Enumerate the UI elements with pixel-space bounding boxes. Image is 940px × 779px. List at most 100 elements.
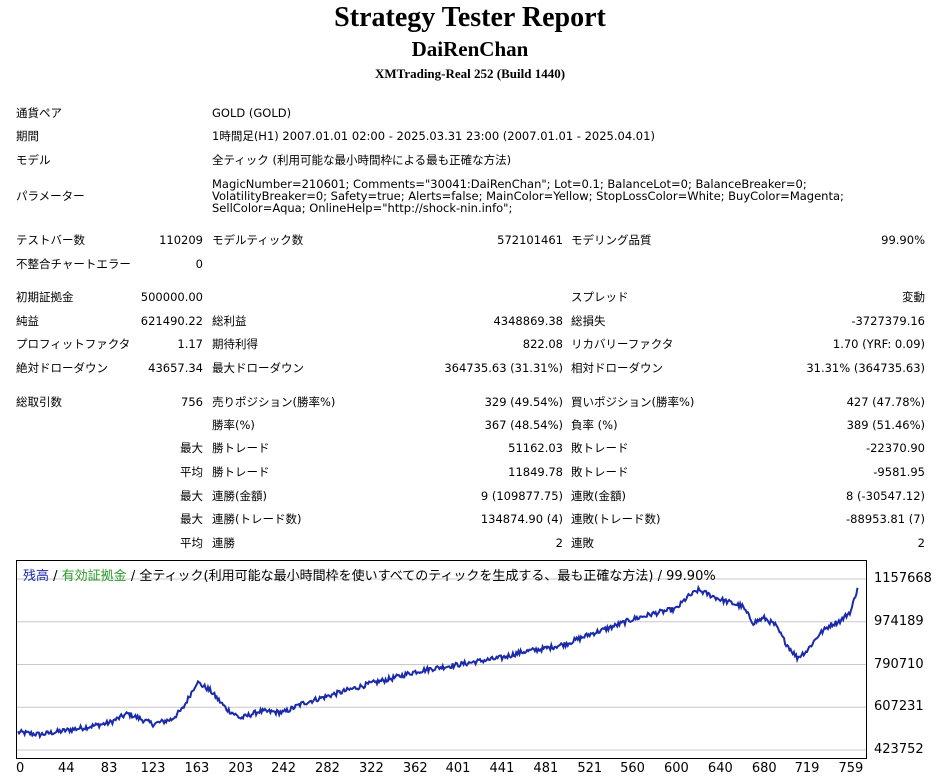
rel-drawdown-value: 31.31% (364735.63) xyxy=(806,361,925,375)
short-positions-value: 329 (49.54%) xyxy=(484,395,563,409)
max-drawdown-value: 364735.63 (31.31%) xyxy=(444,361,563,375)
deposit-value: 500000.00 xyxy=(140,290,203,304)
cons-profit-value: 134874.90 (4) xyxy=(480,512,563,526)
report-title: Strategy Tester Report xyxy=(334,2,606,33)
avg-cons-wins-value: 2 xyxy=(555,536,563,550)
max-win-value: 51162.03 xyxy=(508,441,563,455)
net-profit-value: 621490.22 xyxy=(140,314,203,328)
spread-label: スプレッド xyxy=(571,290,629,304)
y-tick-label: 423752 xyxy=(874,742,924,757)
cons-losses-money-value: 8 (-30547.12) xyxy=(846,489,925,503)
gross-loss-label: 総損失 xyxy=(571,314,606,328)
symbol-value: GOLD (GOLD) xyxy=(212,106,292,120)
x-tick-label: 203 xyxy=(228,761,254,776)
expected-payoff-value: 822.08 xyxy=(522,337,563,351)
gross-loss-value: -3727379.16 xyxy=(851,314,925,328)
legend-description: / 全ティック(利用可能な最小時間枠を使いすべてのティックを生成する、最も正確な… xyxy=(126,569,716,584)
period-value: 1時間足(H1) 2007.01.01 02:00 - 2025.03.31 2… xyxy=(212,129,655,143)
x-tick-label: 640 xyxy=(707,761,733,776)
max-label: 最大 xyxy=(180,512,203,526)
legend-balance: 残高 xyxy=(23,569,50,584)
avg-label: 平均 xyxy=(180,536,203,550)
x-tick-label: 441 xyxy=(489,761,515,776)
rel-drawdown-label: 相対ドローダウン xyxy=(571,361,663,375)
max-loss-label: 敗トレード xyxy=(571,441,629,455)
total-trades-value: 756 xyxy=(181,395,203,409)
chart-legend: 残高 / 有効証拠金 / 全ティック(利用可能な最小時間枠を使いすべてのティック… xyxy=(23,565,716,584)
model-label: モデル xyxy=(16,153,51,167)
avg-loss-label: 敗トレード xyxy=(571,465,629,479)
avg-cons-wins-label: 連勝 xyxy=(212,536,235,550)
params-value: MagicNumber=210601; Comments="30041:DaiR… xyxy=(212,177,844,215)
x-tick-label: 163 xyxy=(184,761,210,776)
x-tick-label: 600 xyxy=(664,761,689,776)
server-build: XMTrading-Real 252 (Build 1440) xyxy=(374,66,566,81)
max-win-label: 勝トレード xyxy=(212,441,270,455)
legend-separator: / xyxy=(49,569,62,584)
expert-name: DaiRenChan xyxy=(411,37,529,61)
y-tick-label: 607231 xyxy=(874,699,924,715)
loss-rate-label: 負率 (%) xyxy=(571,418,618,432)
cons-wins-money-label: 連勝(金額) xyxy=(212,489,267,503)
avg-cons-losses-value: 2 xyxy=(917,536,925,550)
avg-loss-value: -9581.95 xyxy=(873,465,925,479)
avg-cons-losses-label: 連敗 xyxy=(571,536,594,550)
avg-win-value: 11849.78 xyxy=(508,465,563,479)
gross-profit-label: 総利益 xyxy=(212,314,247,328)
short-positions-label: 売りポジション(勝率%) xyxy=(212,395,336,409)
balance-chart: 残高 / 有効証拠金 / 全ティック(利用可能な最小時間枠を使いすべてのティック… xyxy=(16,560,867,759)
quality-value: 99.90% xyxy=(881,233,925,247)
bars-label: テストバー数 xyxy=(16,233,85,247)
loss-rate-value: 389 (51.46%) xyxy=(846,418,925,432)
y-tick-label: 974189 xyxy=(874,613,924,629)
legend-equity: 有効証拠金 xyxy=(61,569,127,584)
chart-svg xyxy=(17,578,866,751)
model-value: 全ティック (利用可能な最小時間枠による最も正確な方法) xyxy=(212,153,512,167)
avg-win-label: 勝トレード xyxy=(212,465,270,479)
x-tick-label: 44 xyxy=(58,761,75,776)
x-tick-label: 0 xyxy=(16,761,25,776)
x-tick-label: 759 xyxy=(838,761,864,776)
long-positions-value: 427 (47.78%) xyxy=(846,395,925,409)
mismatch-value: 0 xyxy=(195,257,203,271)
ticks-value: 572101461 xyxy=(497,233,563,247)
x-tick-label: 123 xyxy=(140,761,166,776)
params-label: パラメーター xyxy=(16,189,85,203)
profit-factor-label: プロフィットファクタ xyxy=(16,337,131,351)
abs-drawdown-value: 43657.34 xyxy=(148,361,203,375)
quality-label: モデリング品質 xyxy=(571,233,652,247)
symbol-label: 通貨ペア xyxy=(16,106,62,120)
x-tick-label: 560 xyxy=(620,761,645,776)
x-tick-label: 242 xyxy=(271,761,296,776)
x-tick-label: 680 xyxy=(751,761,777,776)
recovery-factor-label: リカバリーファクタ xyxy=(571,337,674,351)
x-tick-label: 83 xyxy=(100,761,118,776)
cons-wins-money-value: 9 (109877.75) xyxy=(480,489,563,503)
long-positions-label: 買いポジション(勝率%) xyxy=(571,395,695,409)
gross-profit-value: 4348869.38 xyxy=(493,314,563,328)
max-drawdown-label: 最大ドローダウン xyxy=(212,361,304,375)
x-tick-label: 521 xyxy=(577,761,603,776)
x-tick-label: 322 xyxy=(358,761,384,776)
profit-factor-value: 1.17 xyxy=(177,337,203,351)
bars-value: 110209 xyxy=(159,233,203,247)
y-tick-label: 790710 xyxy=(874,656,924,672)
mismatch-label: 不整合チャートエラー xyxy=(16,257,131,271)
x-tick-label: 481 xyxy=(533,761,559,776)
net-profit-label: 純益 xyxy=(16,314,39,328)
y-tick-label: 1157668 xyxy=(874,571,932,586)
spread-value: 変動 xyxy=(902,290,925,304)
win-rate-label: 勝率(%) xyxy=(212,418,255,432)
x-tick-label: 362 xyxy=(402,761,428,776)
cons-loss-value: -88953.81 (7) xyxy=(846,512,925,526)
cons-loss-label: 連敗(トレード数) xyxy=(571,512,661,526)
expected-payoff-label: 期待利得 xyxy=(212,337,258,351)
recovery-factor-value: 1.70 (YRF: 0.09) xyxy=(832,337,925,351)
balance-line xyxy=(17,584,859,740)
x-tick-label: 282 xyxy=(315,761,340,776)
cons-losses-money-label: 連敗(金額) xyxy=(571,489,626,503)
cons-profit-label: 連勝(トレード数) xyxy=(212,512,302,526)
x-tick-label: 719 xyxy=(794,761,820,776)
max-label: 最大 xyxy=(180,489,203,503)
max-loss-value: -22370.90 xyxy=(865,441,925,455)
